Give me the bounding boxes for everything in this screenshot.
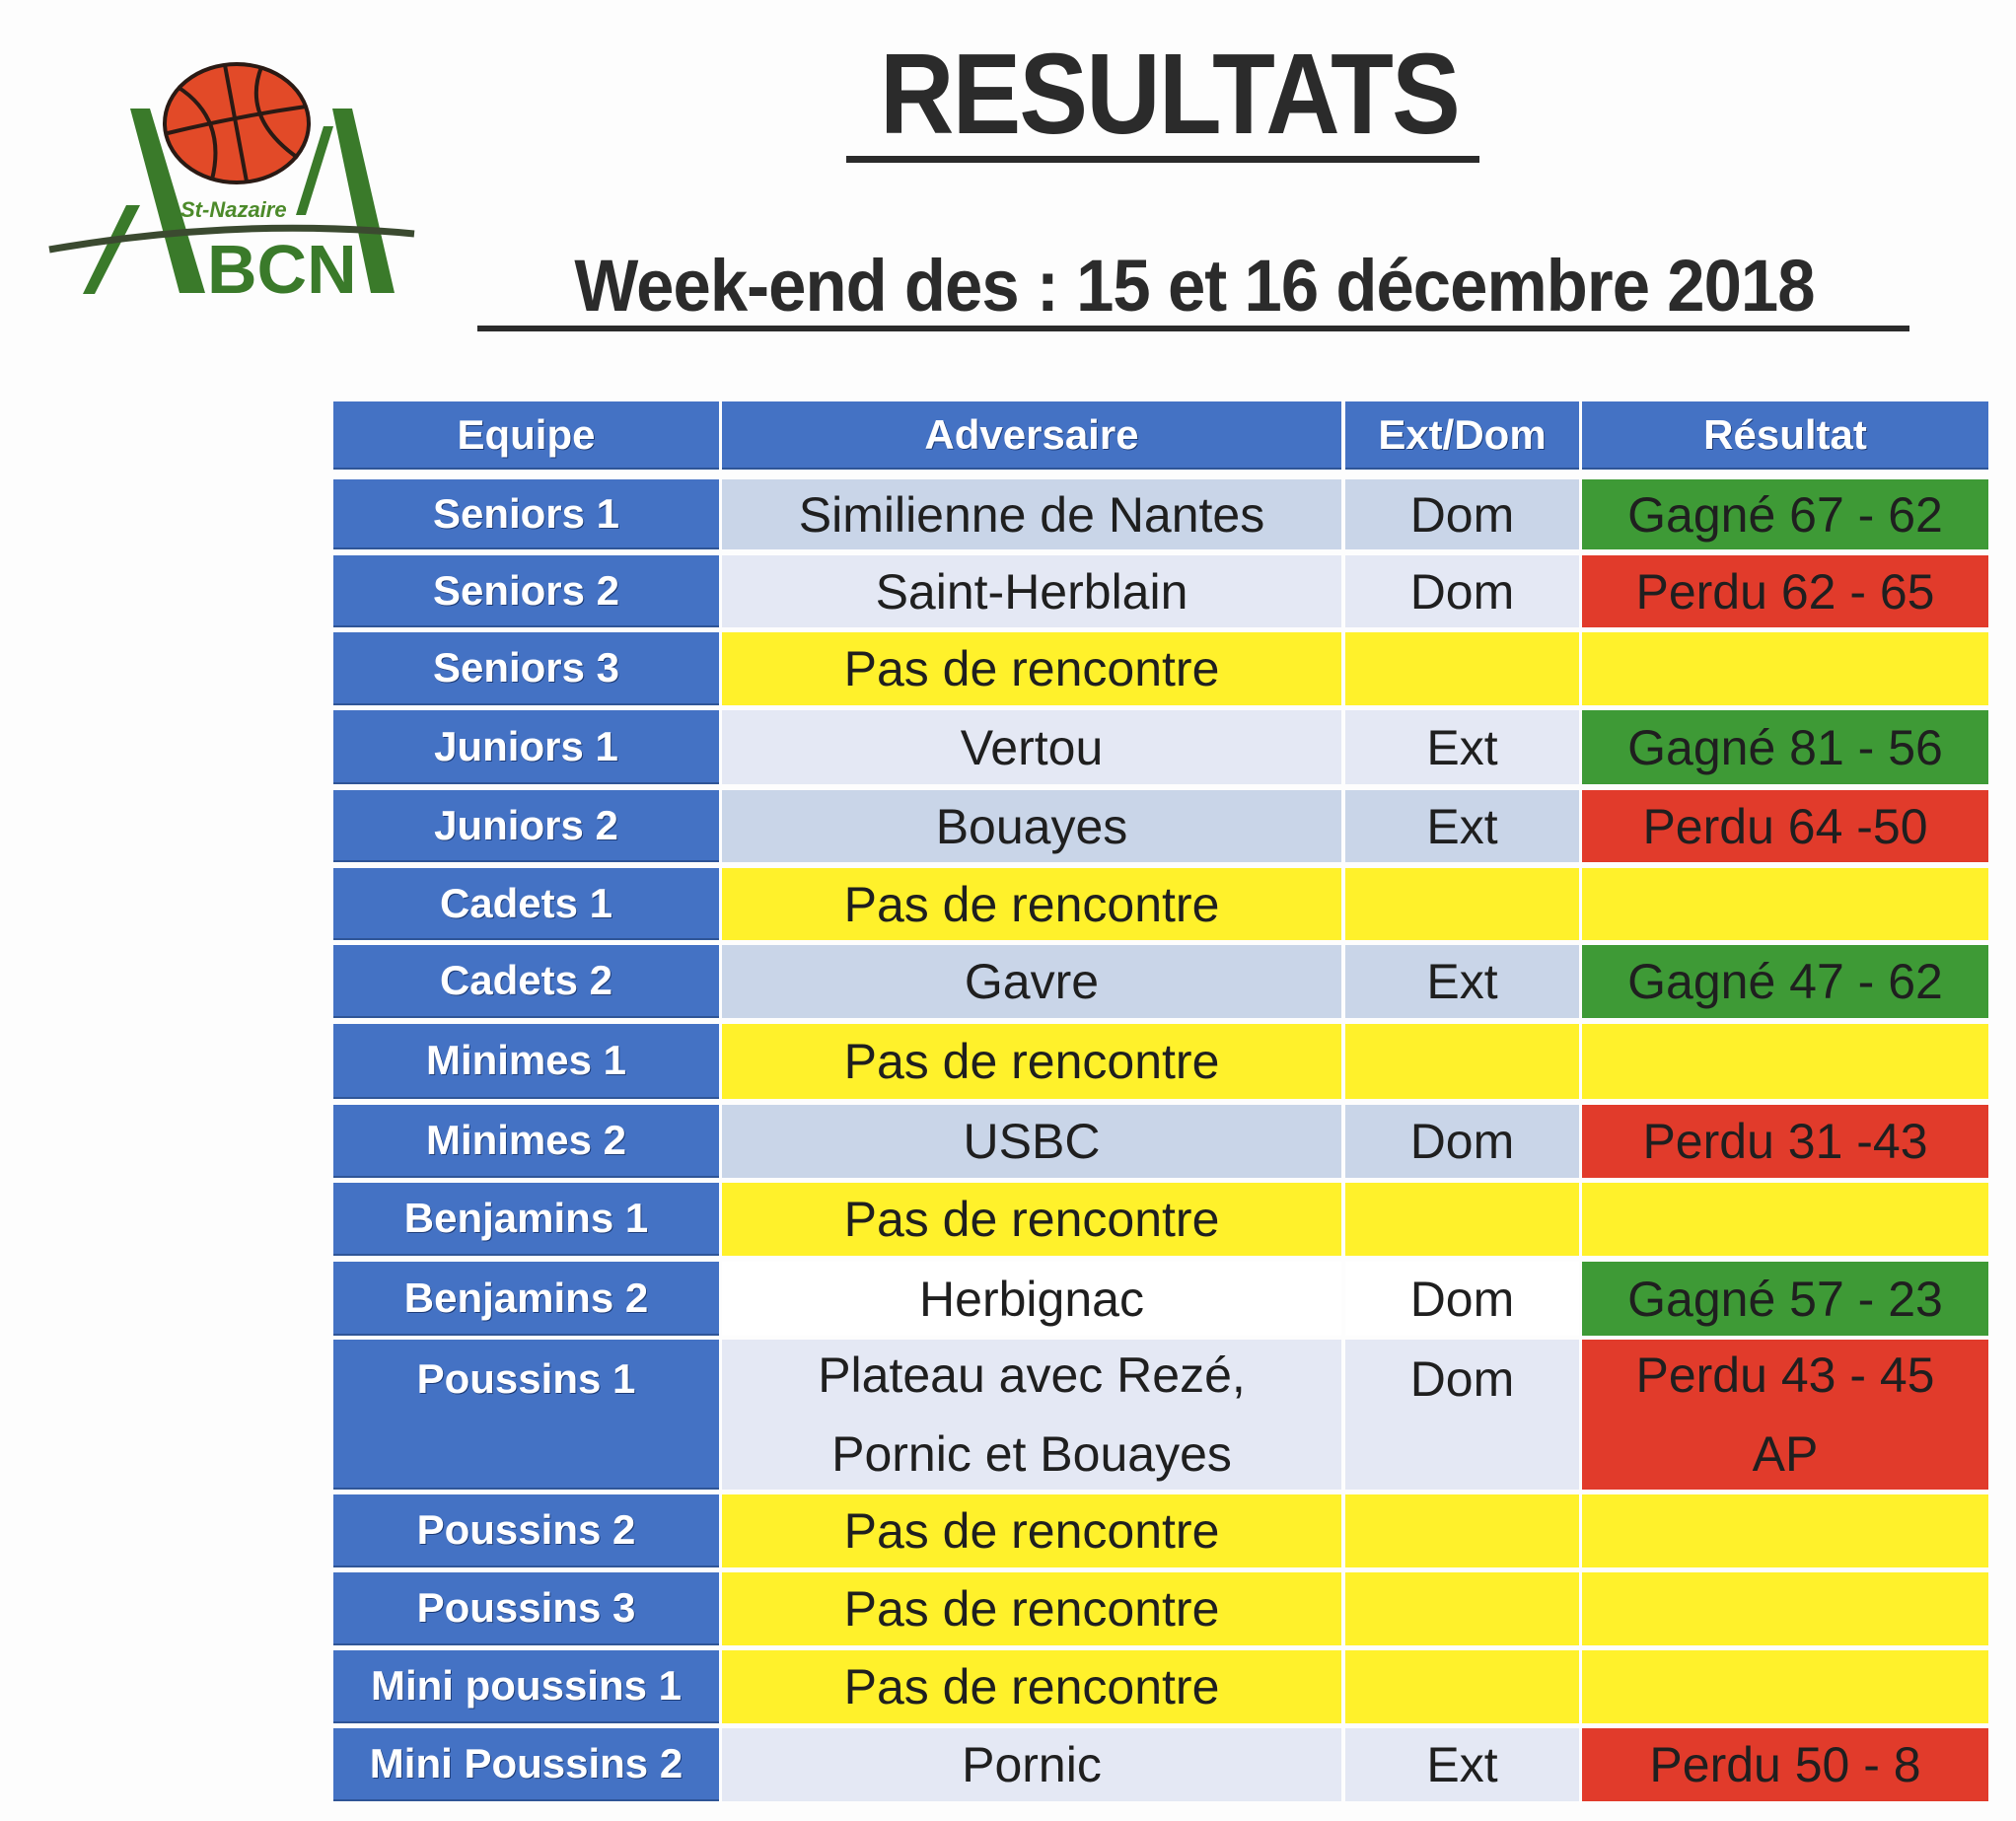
logo-right-a-icon	[296, 109, 395, 293]
venue-cell: Dom	[1345, 1105, 1579, 1178]
table-row: Benjamins 1 Pas de rencontre	[0, 1183, 2016, 1256]
table-row: Seniors 1 Similienne de Nantes Dom Gagné…	[0, 479, 2016, 549]
logo-abbr: BCN	[207, 231, 357, 308]
opponent-cell: Pas de rencontre	[722, 1024, 1341, 1099]
opponent-cell: Pas de rencontre	[722, 632, 1341, 705]
team-cell: Seniors 3	[333, 632, 719, 705]
team-cell: Poussins 2	[333, 1494, 719, 1567]
table-header-row: Equipe Adversaire Ext/Dom Résultat	[0, 401, 2016, 470]
team-cell: Poussins 3	[333, 1572, 719, 1645]
team-cell: Poussins 1	[333, 1340, 719, 1490]
opponent-cell: Plateau avec Rezé, Pornic et Bouayes	[722, 1340, 1341, 1490]
table-row: Poussins 3 Pas de rencontre	[0, 1572, 2016, 1645]
opponent-cell: Bouayes	[722, 790, 1341, 862]
opponent-cell: Herbignac	[722, 1262, 1341, 1336]
venue-cell	[1345, 1024, 1579, 1099]
table-row: Seniors 2 Saint-Herblain Dom Perdu 62 - …	[0, 555, 2016, 627]
team-cell: Seniors 1	[333, 479, 719, 549]
opponent-cell: Saint-Herblain	[722, 555, 1341, 627]
team-cell: Cadets 2	[333, 945, 719, 1018]
venue-cell: Ext	[1345, 1728, 1579, 1801]
team-cell: Mini Poussins 2	[333, 1728, 719, 1801]
result-cell: Perdu 50 - 8	[1582, 1728, 1988, 1801]
logo-city: St-Nazaire	[180, 197, 287, 222]
header-ext-dom: Ext/Dom	[1345, 401, 1579, 470]
logo-swoosh-icon	[48, 224, 415, 254]
opponent-cell: Pas de rencontre	[722, 1572, 1341, 1645]
team-cell: Seniors 2	[333, 555, 719, 627]
opponent-cell: Pas de rencontre	[722, 1183, 1341, 1256]
result-cell: Perdu 43 - 45 AP	[1582, 1340, 1988, 1490]
result-cell	[1582, 1183, 1988, 1256]
venue-cell	[1345, 868, 1579, 940]
venue-cell: Dom	[1345, 479, 1579, 549]
result-cell: Perdu 31 -43	[1582, 1105, 1988, 1178]
venue-cell	[1345, 632, 1579, 705]
venue-cell: Ext	[1345, 790, 1579, 862]
opponent-cell: Pas de rencontre	[722, 868, 1341, 940]
header-resultat: Résultat	[1582, 401, 1988, 470]
table-row: Poussins 1 Plateau avec Rezé, Pornic et …	[0, 1340, 2016, 1490]
venue-cell: Ext	[1345, 710, 1579, 784]
header-adversaire: Adversaire	[722, 401, 1341, 470]
opponent-cell: Similienne de Nantes	[722, 479, 1341, 549]
result-cell: Gagné 67 - 62	[1582, 479, 1988, 549]
venue-cell	[1345, 1494, 1579, 1567]
table-row: Juniors 2 Bouayes Ext Perdu 64 -50	[0, 790, 2016, 862]
table-row: Poussins 2 Pas de rencontre	[0, 1494, 2016, 1567]
result-cell	[1582, 632, 1988, 705]
team-cell: Benjamins 2	[333, 1262, 719, 1336]
result-cell: Perdu 62 - 65	[1582, 555, 1988, 627]
table-row: Cadets 1 Pas de rencontre	[0, 868, 2016, 940]
table-row: Minimes 1 Pas de rencontre	[0, 1024, 2016, 1099]
team-cell: Benjamins 1	[333, 1183, 719, 1256]
table-row: Benjamins 2 Herbignac Dom Gagné 57 - 23	[0, 1262, 2016, 1336]
opponent-cell: Gavre	[722, 945, 1341, 1018]
table-row: Mini Poussins 2 Pornic Ext Perdu 50 - 8	[0, 1728, 2016, 1801]
table-row: Cadets 2 Gavre Ext Gagné 47 - 62	[0, 945, 2016, 1018]
opponent-cell: USBC	[722, 1105, 1341, 1178]
page-subtitle: Week-end des : 15 et 16 décembre 2018	[574, 245, 1815, 327]
result-cell	[1582, 1494, 1988, 1567]
subtitle-underline	[477, 326, 1909, 331]
team-cell: Juniors 2	[333, 790, 719, 862]
venue-cell: Dom	[1345, 1262, 1579, 1336]
team-cell: Mini poussins 1	[333, 1650, 719, 1723]
opponent-cell: Pornic	[722, 1728, 1341, 1801]
table-row: Seniors 3 Pas de rencontre	[0, 632, 2016, 705]
venue-cell	[1345, 1572, 1579, 1645]
title-underline	[846, 156, 1479, 163]
result-cell: Gagné 47 - 62	[1582, 945, 1988, 1018]
table-row: Juniors 1 Vertou Ext Gagné 81 - 56	[0, 710, 2016, 784]
opponent-cell: Pas de rencontre	[722, 1494, 1341, 1567]
club-logo: St-Nazaire BCN	[48, 62, 415, 308]
venue-cell: Ext	[1345, 945, 1579, 1018]
venue-cell	[1345, 1650, 1579, 1723]
opponent-cell: Vertou	[722, 710, 1341, 784]
venue-cell: Dom	[1345, 555, 1579, 627]
page-title: RESULTATS	[880, 30, 1461, 158]
result-cell	[1582, 868, 1988, 940]
team-cell: Cadets 1	[333, 868, 719, 940]
opponent-cell: Pas de rencontre	[722, 1650, 1341, 1723]
result-cell	[1582, 1024, 1988, 1099]
result-cell	[1582, 1650, 1988, 1723]
header-equipe: Equipe	[333, 401, 719, 470]
venue-cell: Dom	[1345, 1340, 1579, 1490]
result-cell: Gagné 57 - 23	[1582, 1262, 1988, 1336]
logo-left-a-icon	[83, 109, 205, 294]
team-cell: Minimes 1	[333, 1024, 719, 1099]
team-cell: Juniors 1	[333, 710, 719, 784]
table-row: Mini poussins 1 Pas de rencontre	[0, 1650, 2016, 1723]
team-cell: Minimes 2	[333, 1105, 719, 1178]
result-cell	[1582, 1572, 1988, 1645]
result-cell: Perdu 64 -50	[1582, 790, 1988, 862]
result-cell: Gagné 81 - 56	[1582, 710, 1988, 784]
venue-cell	[1345, 1183, 1579, 1256]
table-row: Minimes 2 USBC Dom Perdu 31 -43	[0, 1105, 2016, 1178]
